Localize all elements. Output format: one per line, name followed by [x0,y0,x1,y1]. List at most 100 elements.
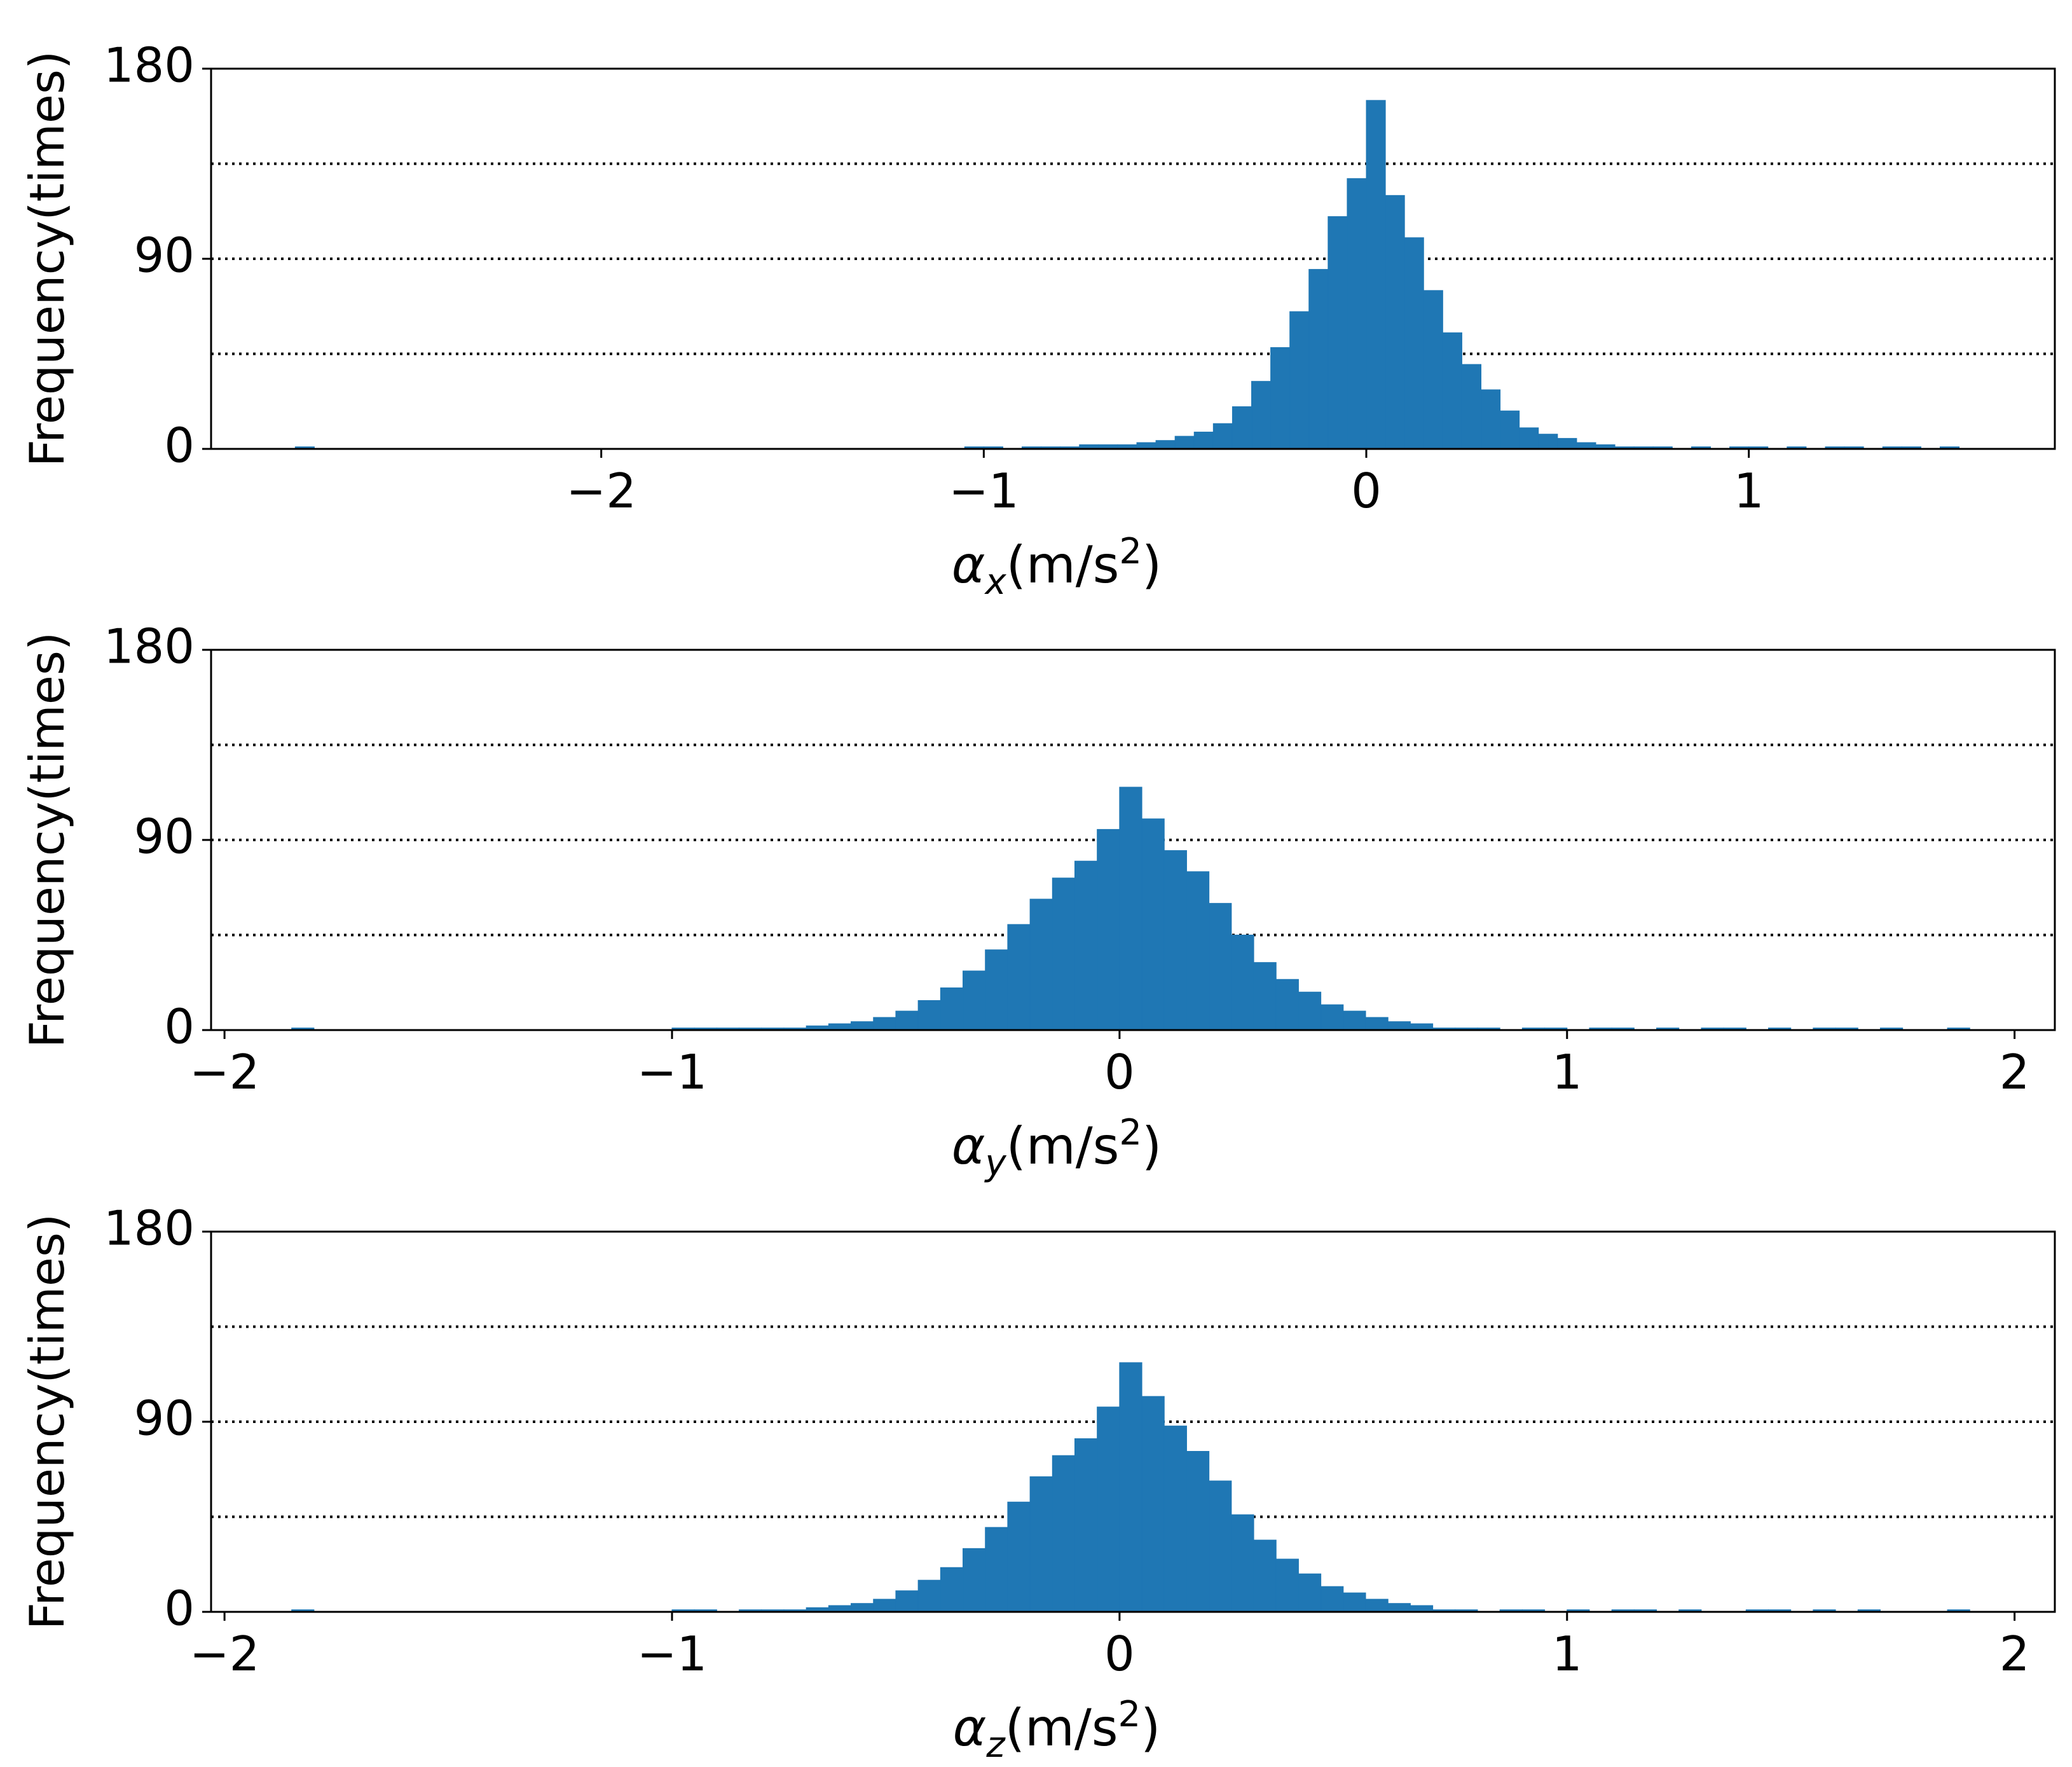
histogram-bar [873,1599,896,1612]
histogram-bar [1163,850,1187,1031]
histogram-bar [895,1010,919,1031]
x-label-symbol: α [952,1117,985,1176]
x-tick-label: 0 [1104,1626,1135,1682]
x-label-unit: (m/s [1005,1698,1118,1757]
histogram-bar [1270,347,1291,450]
x-tick-label: 1 [1552,1044,1582,1100]
histogram-bar [1366,100,1386,450]
y-tick-label: 90 [134,809,195,865]
histogram-bar [1442,332,1462,450]
histogram-bar [1387,1603,1411,1612]
x-label-close: ) [1142,1117,1162,1176]
histogram-bar [851,1021,874,1031]
y-tick-label: 0 [164,999,195,1055]
histogram-bar [1029,1476,1053,1612]
x-label-unit: (m/s [1006,535,1120,595]
x-axis-label: αx(m/s2) [952,531,1162,603]
histogram-bar [1343,1010,1366,1031]
histogram-bar [1174,436,1195,450]
histogram-bar [1251,381,1272,450]
x-label-superscript: 2 [1119,1112,1142,1153]
histogram-bar [1029,898,1053,1031]
y-tick-label: 180 [104,619,195,675]
y-tick-label: 180 [104,38,195,93]
histogram-bar [1141,1396,1165,1612]
y-tick-label: 0 [164,418,195,474]
x-axis-label: αy(m/s2) [952,1112,1162,1184]
histogram-bar [1308,269,1329,450]
histogram-bar [963,970,986,1031]
histogram-bar [1231,935,1254,1031]
histogram-bar [1097,828,1120,1031]
histogram-bar [1074,1438,1098,1612]
y-tick-label: 90 [134,1391,195,1447]
histogram-bar [1519,427,1539,450]
histogram-bar [1186,1451,1210,1612]
histogram-bar [985,1527,1008,1612]
histogram-bar [1321,1004,1344,1031]
histogram-bar [1275,979,1299,1031]
histogram-bar [1163,1426,1187,1612]
histogram-bar [1193,431,1214,450]
y-tick-label: 0 [164,1581,195,1637]
x-label-superscript: 2 [1119,531,1142,572]
histogram-bar [1052,877,1075,1031]
x-tick-label: −1 [949,463,1019,519]
y-tick-label: 90 [134,228,195,284]
x-tick-label: −1 [637,1626,708,1682]
x-tick-label: −2 [189,1044,260,1100]
x-tick-label: 1 [1552,1626,1582,1682]
histogram-bar [1347,178,1367,450]
x-tick-label: −2 [189,1626,260,1682]
x-label-symbol: α [952,535,985,595]
histogram-bar [1385,195,1405,450]
x-tick-label: 0 [1351,463,1382,519]
histogram-bar [1052,1455,1075,1612]
subplot: 0 90 180 −2 −1 0 1 Frequency(times) αx(m/s2) [19,38,2056,603]
histogram-bar [1404,237,1424,450]
y-axis-label: Frequency(times) [19,1214,75,1630]
histogram-bar [1232,406,1252,450]
histogram-bar [1461,364,1482,450]
histogram-bar [1253,962,1277,1031]
histogram-bar [1298,991,1322,1031]
histogram-bar [1212,423,1233,450]
x-label-subscript: x [984,561,1006,603]
histogram-bar [1387,1021,1411,1031]
histogram-bar [1328,216,1348,450]
y-tick-label: 180 [104,1200,195,1256]
x-tick-label: 2 [2000,1626,2030,1682]
histogram-bar [1500,410,1520,450]
histogram-bar [1289,311,1310,450]
histogram-bar [1298,1573,1322,1612]
histogram-bar [1209,903,1232,1031]
histogram-bar [1119,1362,1142,1612]
histogram-bar [1231,1514,1254,1612]
histogram-bar [1423,290,1443,450]
y-axis-label: Frequency(times) [19,51,75,467]
histogram-bar [917,1000,941,1031]
x-tick-label: 1 [1734,463,1764,519]
histogram-bar [1186,871,1210,1031]
histogram-bar [1365,1017,1389,1031]
histogram-bar [1155,440,1176,450]
histogram-bar [1557,437,1577,450]
x-label-close: ) [1142,535,1162,595]
x-label-unit: (m/s [1006,1117,1120,1176]
histogram-bar [917,1579,941,1612]
histogram-bar [1119,787,1142,1031]
histogram-bar [873,1017,896,1031]
x-axis-label: αz(m/s2) [953,1694,1161,1766]
x-tick-label: 0 [1104,1044,1135,1100]
histogram-bar [1365,1599,1389,1612]
histogram-bar [1209,1480,1232,1612]
x-label-superscript: 2 [1118,1694,1141,1735]
histogram-bar [1253,1539,1277,1612]
histogram-bar [851,1603,874,1612]
x-label-close: ) [1141,1698,1160,1757]
histogram-bar [1097,1406,1120,1612]
subplot: 0 90 180 −2 −1 0 1 2 Frequency(times) αz(m/s2) [19,1200,2056,1766]
histogram-bar [1007,1501,1031,1612]
histogram-bar [1481,389,1501,450]
